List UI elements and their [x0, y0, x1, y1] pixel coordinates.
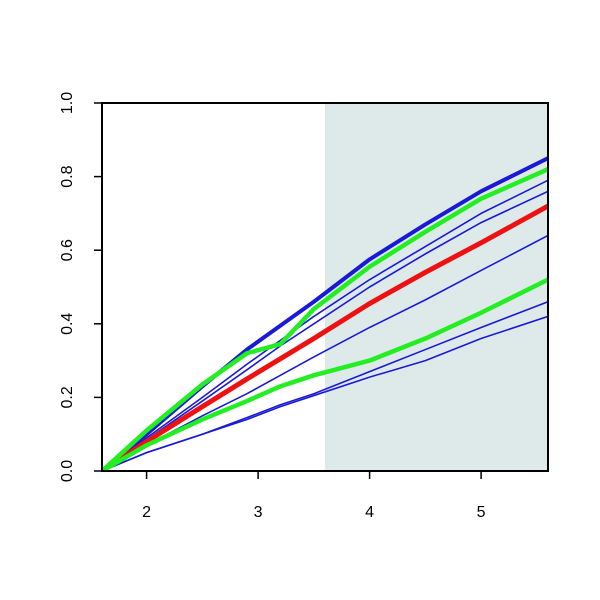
line-series	[102, 300, 548, 471]
y-tick-label: 0.6	[59, 239, 76, 261]
y-tick-label: 0.0	[59, 460, 76, 482]
plot-frame	[101, 102, 549, 472]
line-series	[102, 277, 548, 471]
line-series	[102, 166, 548, 471]
line-series	[102, 190, 548, 471]
y-tick-label: 0.4	[59, 313, 76, 335]
x-tick-label: 5	[477, 504, 486, 521]
x-tick-label: 2	[142, 504, 151, 521]
y-tick-label: 1.0	[59, 92, 76, 114]
y-tick-label: 0.8	[59, 165, 76, 187]
x-tick-label: 3	[254, 504, 263, 521]
line-series	[102, 203, 548, 471]
y-tick-label: 0.2	[59, 386, 76, 408]
shaded-region	[325, 103, 548, 471]
x-tick-label: 4	[365, 504, 374, 521]
